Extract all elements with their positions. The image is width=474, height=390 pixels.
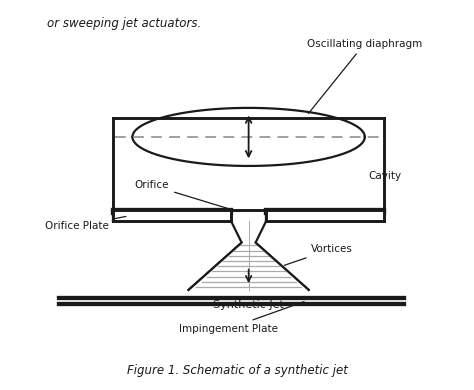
Bar <box>266 211 384 222</box>
Text: Vortices: Vortices <box>284 244 353 265</box>
Text: or sweeping jet actuators.: or sweeping jet actuators. <box>47 17 201 30</box>
Text: Synthetic Jet: Synthetic Jet <box>213 300 284 310</box>
Text: Cavity: Cavity <box>369 163 402 181</box>
Polygon shape <box>189 243 309 290</box>
Text: Impingement Plate: Impingement Plate <box>179 301 304 333</box>
Text: Orifice Plate: Orifice Plate <box>46 216 126 231</box>
Text: Orifice: Orifice <box>135 180 238 212</box>
Bar <box>113 211 231 222</box>
Text: Figure 1. Schematic of a synthetic jet: Figure 1. Schematic of a synthetic jet <box>127 364 347 377</box>
Text: Oscillating diaphragm: Oscillating diaphragm <box>307 39 422 113</box>
